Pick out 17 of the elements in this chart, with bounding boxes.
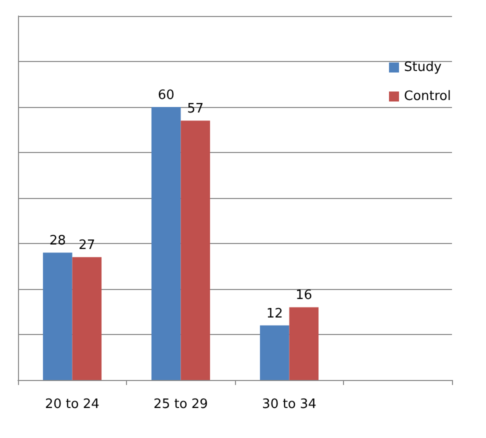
data-label: 57 <box>187 102 204 117</box>
legend-label: Study <box>404 60 442 75</box>
x-tick-label: 20 to 24 <box>45 397 100 412</box>
bar <box>151 107 181 380</box>
bar <box>72 257 102 380</box>
bar <box>260 325 290 380</box>
bar <box>289 307 319 380</box>
legend-label: Control <box>404 89 452 104</box>
data-label: 60 <box>158 88 174 103</box>
data-label: 27 <box>78 238 96 254</box>
data-label: 16 <box>296 288 312 304</box>
bar <box>180 120 210 380</box>
data-label: 12 <box>266 306 283 322</box>
x-tick-label: 25 to 29 <box>154 397 208 412</box>
x-tick-label: 30 to 34 <box>262 397 316 412</box>
data-label: 28 <box>49 234 66 249</box>
bar <box>42 252 72 380</box>
